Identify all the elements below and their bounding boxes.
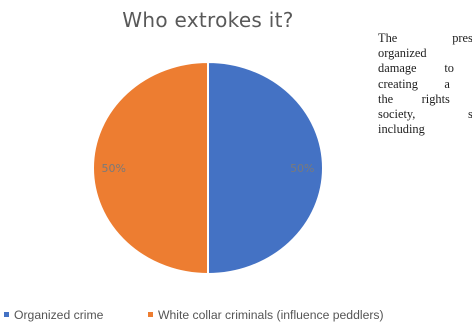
body-text-line: including so (378, 122, 472, 137)
legend-swatch-white-collar (148, 312, 153, 317)
legend-item-white-collar: White collar criminals (influence peddle… (148, 308, 384, 322)
body-text-line: creating a cu (378, 76, 472, 91)
pie-slice-white-collar-criminals-influence-peddlers (92, 60, 209, 276)
slice-value-label: 50% (290, 162, 314, 175)
legend-label: Organized crime (14, 308, 104, 322)
legend-label: White collar criminals (influence peddle… (158, 308, 384, 322)
body-text: The present organized cr damage to b cre… (378, 31, 472, 137)
body-text-line: organized cr (378, 46, 472, 61)
pie-chart: 50% 50% (92, 60, 324, 276)
body-text-line: The present (378, 31, 472, 45)
body-text-line: the rights er (378, 91, 472, 106)
legend-item-organized-crime: Organized crime (4, 308, 103, 322)
chart-title: Who extrokes it? (122, 8, 294, 32)
body-text-line: damage to b (378, 61, 472, 76)
pie-slice-organized-crime (207, 60, 324, 276)
legend-swatch-organized-crime (4, 312, 9, 317)
slice-value-label: 50% (101, 162, 125, 175)
